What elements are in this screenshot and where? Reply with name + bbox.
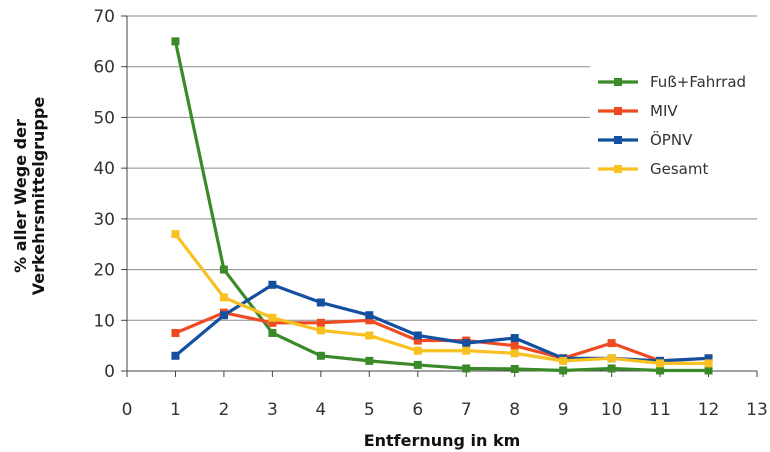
x-tick-label: 13 [746, 400, 768, 420]
y-tick-label: 70 [93, 7, 115, 27]
data-point [510, 364, 519, 373]
data-point [607, 339, 616, 348]
legend-item: MIV [598, 102, 678, 120]
x-tick-label: 10 [601, 400, 623, 420]
data-point [510, 341, 519, 350]
y-tick-label: 30 [93, 210, 115, 230]
legend-label: MIV [650, 102, 678, 120]
data-point [171, 37, 180, 46]
y-tick-label: 0 [104, 362, 115, 382]
legend-swatch-marker [614, 78, 622, 86]
x-tick-label: 1 [170, 400, 181, 420]
y-axis-title-line-1: % aller Wege der [11, 119, 30, 273]
data-point [704, 359, 713, 368]
grid-lines [127, 15, 757, 321]
data-point [656, 366, 665, 375]
legend: Fuß+Fahrrad MIV ÖPNV Gesamt [590, 62, 760, 188]
x-tick-label: 3 [267, 400, 278, 420]
x-tick-label: 7 [461, 400, 472, 420]
legend-item: Fuß+Fahrrad [598, 73, 746, 91]
legend-item: ÖPNV [598, 130, 693, 149]
y-axis-title: % aller Wege der Verkehrsmittelgruppe [11, 97, 48, 296]
legend-label: Gesamt [650, 160, 708, 178]
series-line [174, 233, 709, 365]
data-point [219, 293, 228, 302]
data-point [462, 364, 471, 373]
data-point [219, 311, 228, 320]
data-point [413, 336, 422, 345]
x-tick-label: 6 [412, 400, 423, 420]
data-point [268, 280, 277, 289]
data-point [462, 339, 471, 348]
legend-swatch-marker [614, 136, 622, 144]
data-point [171, 351, 180, 360]
x-tick-label: 5 [364, 400, 375, 420]
series-3 [171, 230, 713, 368]
y-tick-label: 10 [93, 311, 115, 331]
y-tick-label: 20 [93, 261, 115, 281]
data-point [607, 354, 616, 363]
x-tick-label: 11 [649, 400, 671, 420]
legend-swatch-marker [614, 107, 622, 115]
x-axis-title: Entfernung in km [364, 431, 521, 450]
y-tick-label: 40 [93, 159, 115, 179]
data-point [365, 316, 374, 325]
x-tick-label: 2 [219, 400, 230, 420]
data-point [365, 311, 374, 320]
x-tick-label: 8 [509, 400, 520, 420]
data-point [268, 318, 277, 327]
series-1 [171, 308, 713, 365]
data-point [413, 331, 422, 340]
x-tick-label: 0 [122, 400, 133, 420]
x-tick-label: 4 [315, 400, 326, 420]
data-point [559, 366, 568, 375]
data-point [171, 230, 180, 239]
data-point [316, 326, 325, 335]
data-point [656, 359, 665, 368]
data-point [268, 328, 277, 337]
x-tick-label: 12 [698, 400, 720, 420]
series-layer [171, 37, 713, 375]
y-tick-label: 50 [93, 108, 115, 128]
data-point [316, 351, 325, 360]
data-point [510, 349, 519, 358]
data-point [268, 313, 277, 322]
data-point [462, 346, 471, 355]
data-point [607, 364, 616, 373]
data-point [413, 360, 422, 369]
x-tick-label: 9 [558, 400, 569, 420]
data-point [365, 356, 374, 365]
y-tick-label: 60 [93, 58, 115, 78]
data-point [704, 354, 713, 363]
data-point [171, 328, 180, 337]
data-point [365, 331, 374, 340]
data-point [510, 334, 519, 343]
data-point [559, 356, 568, 365]
legend-label: Fuß+Fahrrad [650, 73, 746, 91]
data-point [316, 298, 325, 307]
data-point [316, 318, 325, 327]
legend-label: ÖPNV [650, 130, 693, 149]
y-axis-title-line-2: Verkehrsmittelgruppe [29, 97, 48, 296]
data-point [219, 265, 228, 274]
legend-item: Gesamt [598, 160, 708, 178]
data-point [704, 366, 713, 375]
data-point [413, 346, 422, 355]
legend-swatch-marker [614, 165, 622, 173]
